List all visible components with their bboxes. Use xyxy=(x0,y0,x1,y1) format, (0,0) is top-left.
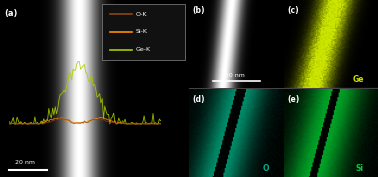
Text: Ge-K: Ge-K xyxy=(136,47,151,52)
Text: (d): (d) xyxy=(193,95,205,104)
Text: (a): (a) xyxy=(4,9,17,18)
Text: 50 nm: 50 nm xyxy=(225,73,245,78)
Text: (e): (e) xyxy=(287,95,299,104)
FancyBboxPatch shape xyxy=(102,4,185,60)
Text: Ge: Ge xyxy=(352,75,364,84)
Text: (b): (b) xyxy=(193,6,205,15)
Text: 20 nm: 20 nm xyxy=(15,160,35,165)
Text: Si-K: Si-K xyxy=(136,29,148,34)
Text: O: O xyxy=(263,164,269,173)
Text: Si: Si xyxy=(356,164,364,173)
Text: (c): (c) xyxy=(287,6,299,15)
Text: O-K: O-K xyxy=(136,12,147,17)
